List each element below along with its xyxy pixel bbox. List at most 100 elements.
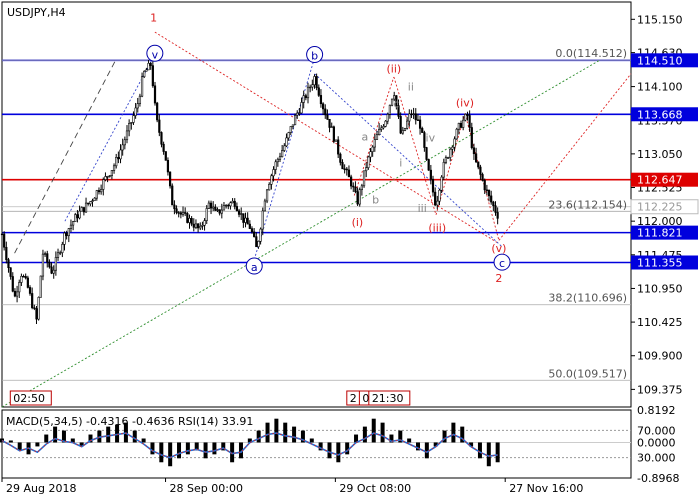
candle-body [259, 228, 262, 242]
trend-line-2 [64, 54, 156, 222]
candle-body [289, 126, 292, 133]
candle-body [274, 161, 277, 170]
candle-body [26, 277, 29, 288]
wave-label-0: 1 [150, 12, 157, 25]
candle-body [378, 129, 381, 136]
price-axis: 115.150114.630114.100113.570113.050112.5… [630, 13, 699, 396]
candle-body [483, 180, 486, 191]
wave-circle-2 [306, 46, 324, 64]
fib-label-1: 23.6(112.154) [548, 198, 627, 211]
candle-body [380, 127, 383, 130]
candle-body [324, 108, 327, 116]
candle-body [158, 119, 161, 133]
candle-body [39, 275, 42, 298]
candle-body [69, 224, 73, 229]
time-box-3 [368, 390, 411, 406]
candle-body [56, 252, 60, 258]
price-tick-label-6: 112.000 [637, 215, 683, 228]
candle-body [418, 119, 422, 129]
candle-body [304, 95, 307, 99]
candle-body [140, 76, 144, 97]
candle-body [268, 184, 271, 191]
candle-body [149, 62, 152, 66]
candle-body [410, 113, 413, 115]
candle-body [270, 175, 273, 185]
candle-body [309, 86, 312, 89]
level-tag-3 [631, 225, 698, 240]
candle-body [403, 128, 407, 131]
wave-circle-9 [493, 253, 511, 271]
candle-body [397, 105, 400, 117]
candle-body [173, 204, 176, 210]
candle-body [13, 290, 17, 297]
current-price-label: 112.225 [637, 201, 683, 214]
time-label-0: 29 Aug 2018 [6, 482, 76, 495]
candle-body [171, 185, 174, 206]
candle-body [490, 195, 493, 203]
candle-body [421, 128, 424, 133]
wave-label-4: (ii) [387, 62, 402, 75]
candle-body [231, 200, 234, 204]
candle-body [5, 246, 8, 261]
candle-body [74, 214, 77, 223]
candle-body [181, 212, 185, 215]
candle-body [160, 132, 163, 145]
candle-body [487, 189, 491, 197]
fibonacci-labels: 0.0(114.512) 23.6(112.154) 38.2(110.696) 50… [548, 47, 627, 380]
indicator-panel-frame [1, 409, 632, 479]
candle-body [164, 151, 167, 161]
candle-body [192, 223, 195, 228]
candle-body [358, 189, 361, 205]
candle-body [321, 103, 325, 110]
candle-body [229, 202, 232, 207]
candle-body [248, 223, 251, 229]
candle-body [416, 119, 420, 121]
level-tag-label-3: 111.821 [637, 227, 683, 240]
candle-body [276, 158, 279, 163]
candle-body [168, 171, 172, 187]
candle-body [302, 95, 305, 103]
candle-body [76, 214, 79, 219]
candle-body [65, 232, 68, 237]
candle-body [225, 204, 228, 207]
price-panel-frame [1, 1, 632, 408]
wave-label-13: c [393, 98, 399, 111]
candle-body [227, 204, 230, 207]
trend-line-1 [14, 60, 116, 254]
candle-body [341, 162, 344, 170]
candle-body [9, 267, 12, 277]
candle-body [296, 112, 299, 116]
price-tick-label-0: 115.150 [637, 13, 683, 26]
candle-body [434, 191, 437, 206]
fib-label-0: 0.0(114.512) [555, 47, 627, 60]
candle-body [369, 151, 372, 158]
candle-body [317, 87, 320, 96]
level-tag-label-1: 113.668 [637, 108, 683, 121]
candle-body [61, 244, 64, 253]
candle-body [352, 185, 355, 188]
candle-body [494, 205, 497, 213]
candle-body [212, 206, 215, 209]
wave-label-2: b [311, 50, 318, 63]
candle-body [328, 118, 331, 128]
candle-body [444, 157, 448, 163]
candle-body [22, 275, 25, 278]
horizontal-levels [2, 59, 631, 381]
wave-label-14: i [399, 157, 402, 170]
candle-body [253, 231, 256, 237]
candle-body [462, 119, 465, 128]
candle-body [11, 276, 14, 292]
candle-body [457, 122, 460, 130]
candle-body [201, 224, 204, 227]
candle-body [218, 209, 221, 214]
candle-body [250, 228, 254, 233]
candle-body [472, 147, 476, 155]
candle-body [209, 202, 213, 209]
candle-body [475, 153, 478, 163]
level-tag-4 [631, 255, 698, 270]
time-box-label-3: 21:30 [372, 392, 404, 405]
candle-body [91, 200, 94, 202]
candle-body [108, 175, 111, 177]
candle-body [332, 126, 335, 142]
